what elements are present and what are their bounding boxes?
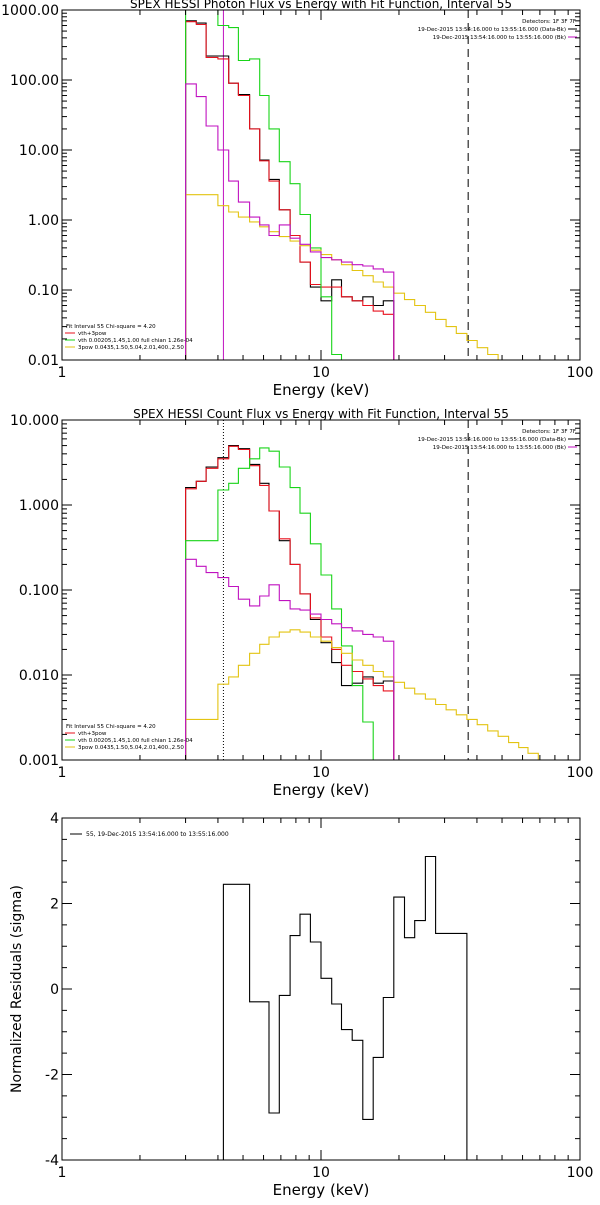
legend-text: Fit Interval 55 Chi-square = 4.20	[66, 324, 156, 330]
y-tick-label: 0.010	[19, 668, 59, 684]
x-tick-label: 1	[58, 365, 67, 381]
series-3pow	[185, 194, 499, 360]
y-tick-label: 2	[50, 897, 59, 913]
chart-title: SPEX HESSI Photon Flux vs Energy with Fi…	[130, 0, 512, 11]
y-tick-label: 1.00	[28, 213, 59, 229]
chart-panel-2: SPEX HESSI Count Flux vs Energy with Fit…	[10, 407, 594, 799]
x-tick-label: 10	[312, 365, 330, 381]
series-background	[185, 558, 395, 760]
chart-panel-3: 1 10 100 Energy (keV) -4 -2 0 2 4 Normalized Resi…	[9, 811, 593, 1199]
x-tick-label: 1	[58, 1165, 67, 1181]
legend-text: vth+3pow	[78, 331, 107, 337]
x-axis-label: Energy (keV)	[273, 381, 370, 399]
legend-text: 55, 19-Dec-2015 13:54:16.000 to 13:55:16…	[86, 831, 229, 838]
chart-title: SPEX HESSI Count Flux vs Energy with Fit…	[133, 407, 509, 421]
legend-text: 3pow 0.0435,1.50,5.04,2.01,400.,2.50	[78, 345, 184, 351]
x-tick-label: 10	[312, 1165, 330, 1181]
legend-text: 19-Dec-2015 13:54:16.000 to 13:55:16.000…	[433, 445, 566, 451]
x-tick-label: 100	[567, 365, 594, 381]
axes-frame	[61, 817, 581, 1161]
y-tick-label: 0.001	[19, 753, 59, 769]
x-tick-label: 100	[567, 1165, 594, 1181]
series-group	[222, 855, 468, 1160]
legend-text: Fit Interval 55 Chi-square = 4.20	[66, 724, 156, 730]
y-tick-label: 1000.00	[1, 3, 59, 19]
legend-text: Detectors: 1F 3F 7F	[522, 19, 576, 25]
y-tick-label: 10.00	[19, 143, 59, 159]
legend-text: 19-Dec-2015 13:54:16.000 to 13:55:16.000…	[433, 35, 566, 41]
series-group	[185, 445, 550, 760]
series-group	[185, 10, 499, 360]
x-tick-label: 1	[58, 765, 67, 781]
axes-frame	[61, 9, 581, 361]
y-tick-label: 100.00	[10, 73, 59, 89]
legend-text: vth 0.00205,1.45,1.00 full chian 1.26e-0…	[78, 738, 193, 744]
y-tick-label: 0.100	[19, 583, 59, 599]
y-tick-label: 0	[50, 982, 59, 998]
x-axis-label: Energy (keV)	[273, 781, 370, 799]
series-vth	[185, 10, 343, 360]
chart-panel-1: SPEX HESSI Photon Flux vs Energy with Fi…	[1, 0, 593, 399]
series-vth	[185, 447, 384, 760]
legend-text: 19-Dec-2015 13:54:16.000 to 13:55:16.000…	[418, 27, 566, 33]
x-tick-label: 100	[567, 765, 594, 781]
legend-text: vth+3pow	[78, 731, 107, 737]
x-axis-label: Energy (keV)	[273, 1181, 370, 1199]
y-tick-label: 0.01	[28, 353, 59, 369]
legend-text: 19-Dec-2015 13:54:16.000 to 13:55:16.000…	[418, 437, 566, 443]
series-data	[185, 445, 395, 760]
series-vth-3pow	[185, 445, 395, 760]
series-residuals	[222, 855, 468, 1160]
y-tick-label: 10.000	[10, 413, 59, 429]
y-axis-label: Normalized Residuals (sigma)	[9, 885, 25, 1093]
y-tick-label: -2	[45, 1068, 59, 1084]
series-background	[185, 83, 395, 360]
y-tick-label: -4	[45, 1153, 59, 1169]
x-tick-label: 10	[312, 765, 330, 781]
y-tick-label: 0.10	[28, 283, 59, 299]
series-vth-3pow	[185, 21, 395, 360]
y-tick-label: 4	[50, 811, 59, 827]
legend-text: 3pow 0.0435,1.50,5.04,2.01,400.,2.50	[78, 745, 184, 751]
legend-text: vth 0.00205,1.45,1.00 full chian 1.26e-0…	[78, 338, 193, 344]
axes-frame	[61, 419, 581, 761]
legend-text: Detectors: 1F 3F 7F	[522, 429, 576, 435]
series-data	[185, 20, 395, 360]
y-tick-label: 1.000	[19, 498, 59, 514]
series-3pow	[185, 629, 550, 760]
